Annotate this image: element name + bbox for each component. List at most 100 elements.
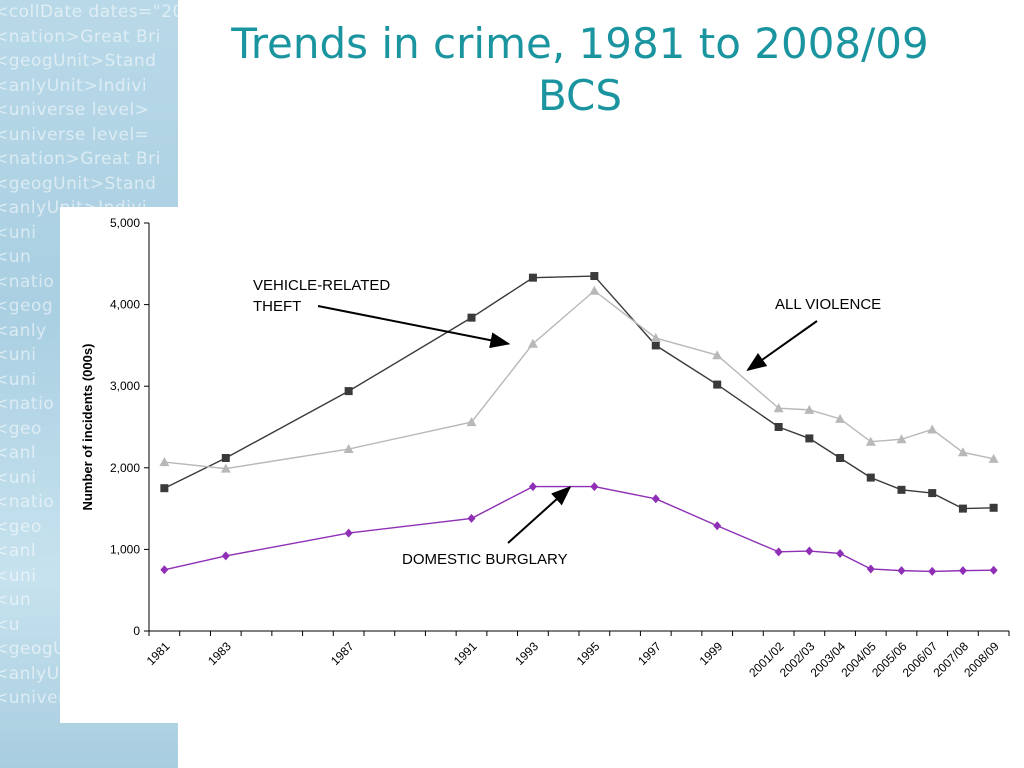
annotation-arrow xyxy=(507,486,572,544)
data-point-triangle xyxy=(773,403,784,413)
decor-text-line: <collDate dates="20 xyxy=(0,2,178,22)
data-point-diamond xyxy=(805,546,814,556)
data-point-diamond xyxy=(774,547,783,557)
decor-text-line: <anl xyxy=(0,541,37,561)
x-tick-label: 1983 xyxy=(205,639,234,668)
x-tick-label: 1999 xyxy=(697,639,726,668)
x-tick-label: 2008/09 xyxy=(961,639,1002,680)
decor-text-line: <uni xyxy=(0,369,37,390)
decor-text-line: <geogUn xyxy=(0,639,78,659)
y-tick-label: 5,000 xyxy=(110,216,140,230)
data-point-triangle xyxy=(835,413,846,423)
data-point-triangle xyxy=(865,436,876,446)
data-point-triangle xyxy=(220,463,231,473)
title-line-1: Trends in crime, 1981 to 2008/09 xyxy=(231,19,929,68)
data-point-diamond xyxy=(713,521,722,531)
x-tick-label: 1993 xyxy=(512,639,541,668)
chart-panel: 0 1,000 2,000 3,000 4,000 5,000 1981 1983 1987 19… xyxy=(60,207,1018,723)
decor-text-line: <u xyxy=(0,614,21,635)
data-point-triangle xyxy=(589,285,600,295)
data-point-square xyxy=(651,341,660,350)
annotation-label: DOMESTIC BURGLARY xyxy=(402,551,568,568)
decor-text-line: <natio xyxy=(0,492,55,512)
data-point-square xyxy=(928,489,937,498)
data-point-triangle xyxy=(896,434,907,444)
data-point-square xyxy=(836,454,845,463)
decor-text-line: <anlyUnit>Indivi xyxy=(0,75,148,96)
data-point-diamond xyxy=(344,528,353,538)
y-tick-label: 4,000 xyxy=(110,298,140,312)
decor-text-line: <geog xyxy=(0,296,54,316)
y-tick-label: 3,000 xyxy=(110,379,140,393)
decor-text-line: <universe level> xyxy=(0,100,150,120)
data-point-diamond xyxy=(836,548,845,558)
data-point-square xyxy=(590,272,599,281)
data-point-square xyxy=(897,485,906,494)
annotation-label: THEFT xyxy=(253,298,301,315)
decor-text-line: <universe level= xyxy=(0,124,150,145)
square-series-line xyxy=(164,275,994,510)
data-point-diamond xyxy=(866,564,875,574)
title-line-2: BCS xyxy=(537,71,623,120)
data-point-triangle xyxy=(988,453,999,463)
data-point-diamond xyxy=(160,565,169,575)
triangle-series-line xyxy=(164,289,994,470)
crime-trends-chart: 0 1,000 2,000 3,000 4,000 5,000 1981 1983 1987 19… xyxy=(80,216,1010,680)
data-point-triangle xyxy=(343,444,354,454)
x-tick-label: 1987 xyxy=(328,639,357,668)
decor-text-line: <nation>Great Bri xyxy=(0,26,161,47)
data-point-square xyxy=(805,434,814,443)
annotation-label: VEHICLE-RELATED xyxy=(253,277,390,294)
y-tick-label: 0 xyxy=(133,624,140,638)
decor-text-line: <geo xyxy=(0,418,42,439)
y-axis-title: Number of incidents (000s) xyxy=(80,344,95,511)
diamond-series-line xyxy=(164,485,994,573)
annotation-arrow xyxy=(317,305,511,349)
decor-text-line: <anl xyxy=(0,443,37,463)
data-point-diamond xyxy=(528,482,537,492)
data-point-triangle xyxy=(957,447,968,457)
data-point-square xyxy=(467,313,476,322)
data-point-diamond xyxy=(467,513,476,523)
data-point-triangle xyxy=(927,424,938,434)
data-point-triangle xyxy=(466,417,477,427)
data-point-triangle xyxy=(650,333,661,343)
data-point-diamond xyxy=(221,551,230,561)
data-point-triangle xyxy=(712,350,723,360)
decor-text-line: <natio xyxy=(0,394,55,414)
decor-text-line: <geogUnit>Stand xyxy=(0,51,157,71)
x-tick-label: 1995 xyxy=(574,639,603,668)
decor-text-line: <uni xyxy=(0,565,37,586)
decor-text-line: <un xyxy=(0,590,32,610)
data-point-diamond xyxy=(958,566,967,576)
data-point-diamond xyxy=(989,565,998,575)
data-point-square xyxy=(989,503,998,512)
data-point-square xyxy=(160,484,169,493)
y-tick-label: 1,000 xyxy=(110,542,140,556)
data-point-square xyxy=(528,273,537,282)
data-point-square xyxy=(958,504,967,513)
decor-text-line: <nation>Great Bri xyxy=(0,149,161,169)
data-point-triangle xyxy=(159,457,170,467)
data-point-diamond xyxy=(590,482,599,492)
decor-text-line: <un xyxy=(0,247,32,267)
data-point-diamond xyxy=(651,494,660,504)
decor-text-line: <uni xyxy=(0,467,37,488)
annotation-arrow xyxy=(746,320,818,372)
decor-text-line: <uni xyxy=(0,345,37,365)
data-point-square xyxy=(866,473,875,482)
x-tick-label: 1991 xyxy=(451,639,480,668)
y-tick-label: 2,000 xyxy=(110,461,140,475)
decor-text-line: <geogUnit>Stand xyxy=(0,173,157,194)
data-point-square xyxy=(774,423,783,431)
data-point-square xyxy=(344,387,353,396)
decor-text-line: <natio xyxy=(0,271,55,292)
data-point-triangle xyxy=(527,338,538,348)
annotation-label: ALL VIOLENCE xyxy=(775,296,881,313)
x-tick-label: 1997 xyxy=(635,639,664,668)
decor-text-line: <geo xyxy=(0,516,42,537)
data-point-diamond xyxy=(928,566,937,576)
data-point-square xyxy=(221,454,230,463)
data-point-triangle xyxy=(804,404,815,414)
page-title: Trends in crime, 1981 to 2008/09 BCS xyxy=(180,18,980,122)
